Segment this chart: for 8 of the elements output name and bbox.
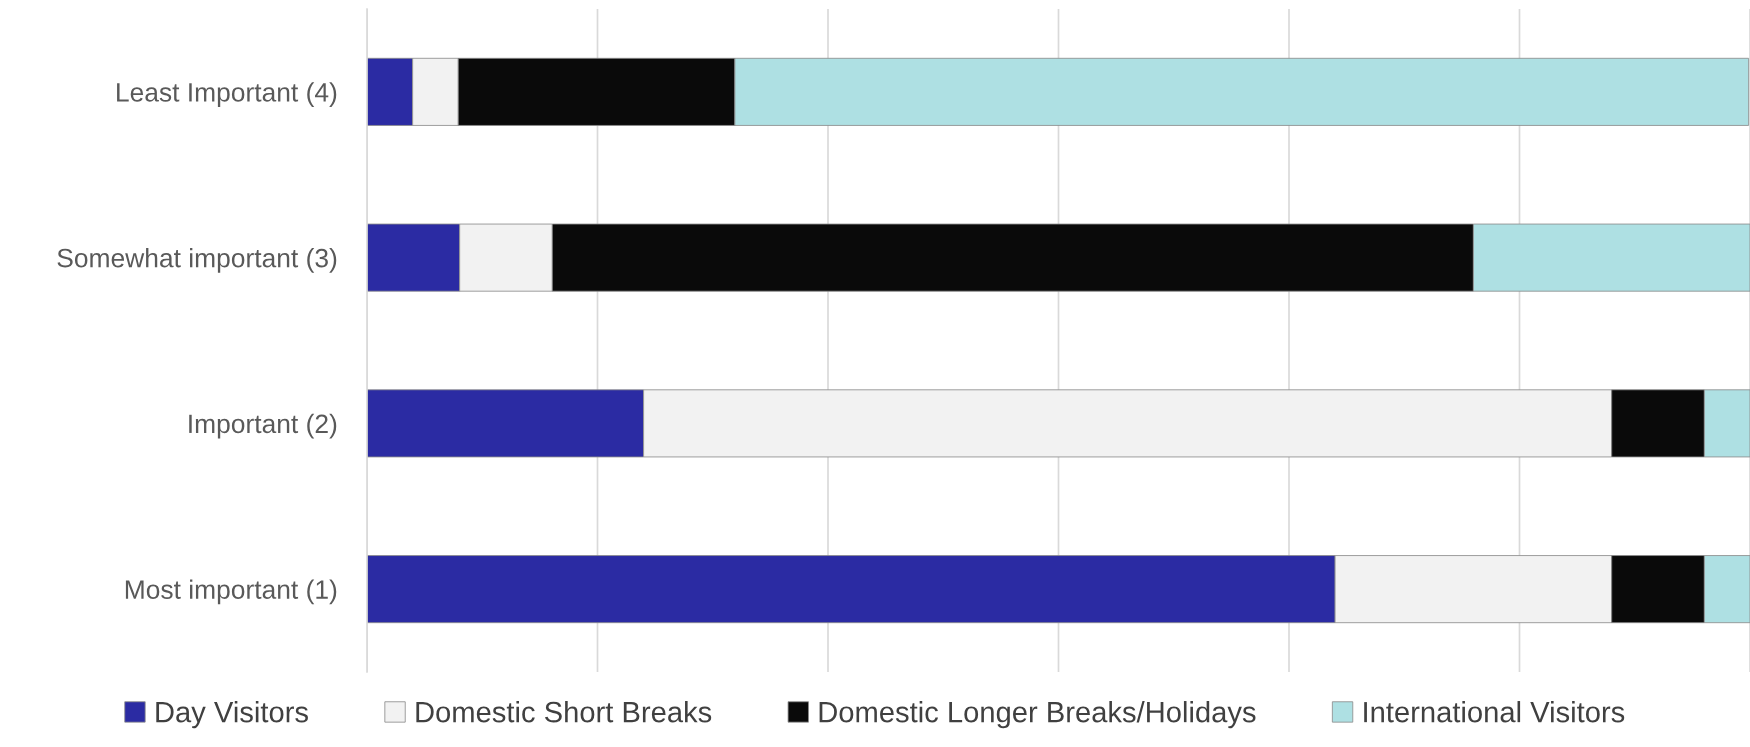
y-tick-label: Somewhat important (3) xyxy=(57,248,337,273)
legend-label: Domestic Longer Breaks/Holidays xyxy=(819,701,1256,729)
y-tick-label: Most important (1) xyxy=(125,579,337,605)
legend-label: International Visitors xyxy=(1364,701,1625,723)
legend-label: Domestic Short Breaks xyxy=(416,701,712,723)
legend-label: Day Visitors xyxy=(156,701,308,729)
y-tick-label: Important (2) xyxy=(189,413,337,439)
y-tick-label: Least Important (4) xyxy=(117,82,337,107)
